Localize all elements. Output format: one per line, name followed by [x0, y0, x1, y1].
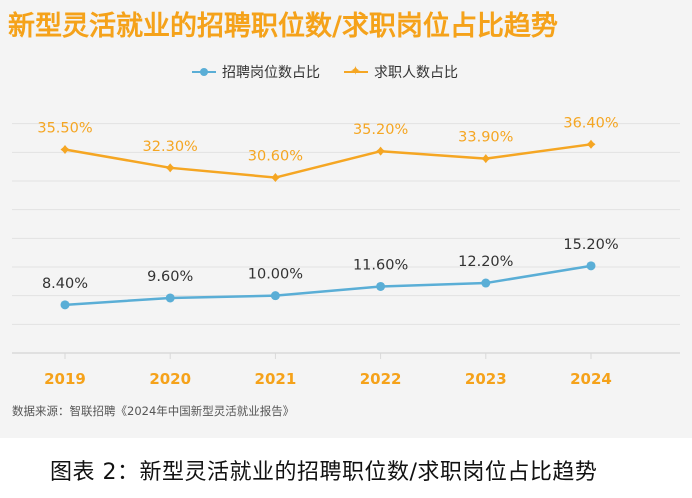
- series-line-1: [63, 264, 593, 307]
- legend-circle-marker-icon: [192, 65, 216, 79]
- figure-caption: 图表 2：新型灵活就业的招聘职位数/求职岗位占比趋势: [50, 460, 598, 485]
- data-point: [586, 261, 596, 271]
- legend-label-series-1: 招聘岗位数占比: [222, 65, 320, 81]
- data-point: [376, 281, 386, 291]
- data-point: [376, 146, 386, 156]
- data-point: [481, 154, 491, 164]
- x-tick-label: 2022: [360, 370, 402, 388]
- data-label: 35.20%: [353, 122, 408, 138]
- data-label: 35.50%: [37, 120, 92, 136]
- legend-item-series-2: ✦ 求职人数占比: [344, 62, 458, 82]
- legend-item-series-1: 招聘岗位数占比: [192, 62, 320, 82]
- data-label: 30.60%: [248, 149, 303, 165]
- data-point: [165, 293, 175, 303]
- chart-title: 新型灵活就业的招聘职位数/求职岗位占比趋势: [8, 11, 558, 42]
- data-point: [481, 278, 491, 288]
- data-label: 33.90%: [458, 130, 513, 146]
- x-tick-label: 2020: [149, 370, 191, 388]
- series-line-2: [63, 143, 593, 179]
- line-chart: 2019 2020 2021 2022 2023 2024 8.40% 9.60% 10.00%…: [12, 115, 680, 388]
- legend: 招聘岗位数占比 ✦ 求职人数占比: [0, 62, 692, 84]
- data-point: [165, 163, 175, 173]
- data-label: 36.40%: [563, 115, 618, 131]
- data-point: [60, 300, 70, 310]
- x-tick-label: 2021: [255, 370, 297, 388]
- legend-star-marker-icon: ✦: [344, 64, 368, 79]
- data-point: [60, 144, 70, 154]
- data-label: 15.20%: [563, 237, 618, 253]
- data-point: [270, 173, 280, 183]
- x-tick-label: 2023: [465, 370, 507, 388]
- data-label: 32.30%: [143, 139, 198, 155]
- data-label: 8.40%: [42, 276, 88, 292]
- data-label: 9.60%: [147, 269, 193, 285]
- data-point: [270, 291, 280, 301]
- x-tick-label: 2024: [570, 370, 612, 388]
- x-tick-label: 2019: [44, 370, 86, 388]
- data-label: 12.20%: [458, 254, 513, 270]
- data-source-note: 数据来源：智联招聘《2024年中国新型灵活就业报告》: [12, 404, 295, 418]
- chart-panel: 新型灵活就业的招聘职位数/求职岗位占比趋势 招聘岗位数占比 ✦ 求职人数占比 2…: [0, 0, 692, 438]
- legend-label-series-2: 求职人数占比: [374, 65, 458, 81]
- data-label: 11.60%: [353, 257, 408, 273]
- data-point: [586, 139, 596, 149]
- data-label: 10.00%: [248, 267, 303, 283]
